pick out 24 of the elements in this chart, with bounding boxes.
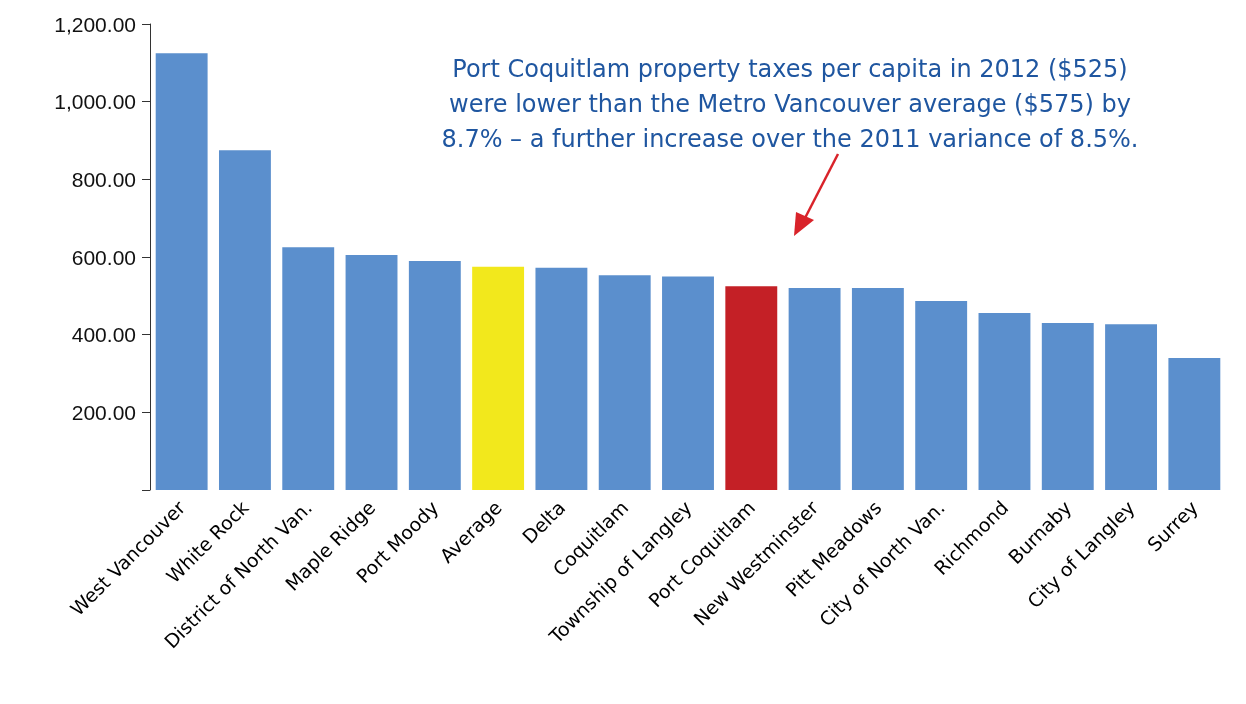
y-tick-label: 600.00 [71, 245, 136, 269]
bar [978, 312, 1031, 490]
bar [282, 247, 335, 490]
y-tick-label: 1,200.00 [54, 12, 136, 36]
bar [662, 276, 714, 490]
bar [788, 288, 841, 490]
bar [598, 275, 651, 490]
bar [851, 288, 904, 490]
bar [1168, 357, 1221, 490]
bar [472, 266, 525, 490]
bar [725, 286, 778, 490]
y-tick-label: 800.00 [71, 167, 136, 191]
y-tick-label: 200.00 [71, 400, 136, 424]
bar [915, 300, 968, 490]
y-tick-label: 1,000.00 [54, 90, 136, 114]
bar [218, 150, 271, 490]
annotation: Port Coquitlam property taxes per capita in 2012 ($525) were lower than the Metro Vancouver average ($575) by 8.7% – a further increase over the 2011 variance of 8.5%. [440, 54, 1140, 155]
y-tick-label: 400.00 [71, 323, 136, 347]
bar [1041, 323, 1094, 490]
bar [345, 255, 398, 490]
bar [535, 267, 588, 490]
bar [408, 260, 461, 490]
bar [1105, 324, 1158, 490]
bar [155, 53, 208, 490]
